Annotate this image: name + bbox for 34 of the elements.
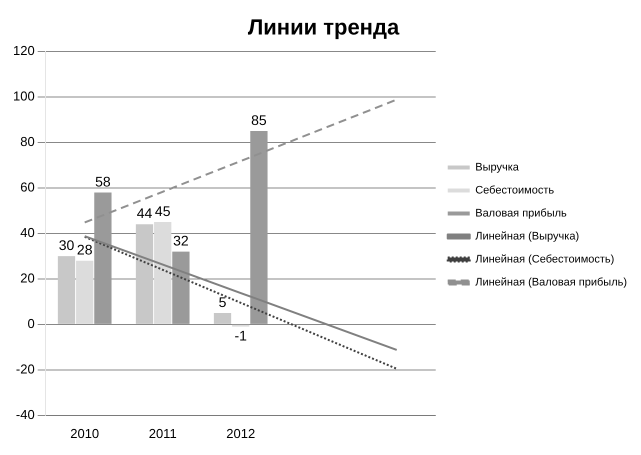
y-tick-label: 20 — [20, 270, 35, 286]
bar — [136, 224, 154, 324]
y-tick-label: 40 — [20, 224, 35, 240]
bar — [76, 260, 94, 324]
x-tick-label: 2011 — [148, 426, 177, 441]
y-tick-label: 100 — [12, 88, 35, 104]
legend-label: Линейная (Выручка) — [475, 230, 580, 243]
x-tick-label: 2012 — [226, 426, 256, 441]
legend-label: Выручка — [475, 162, 520, 174]
y-tick-label: 0 — [27, 316, 35, 331]
data-label: 44 — [136, 205, 152, 222]
x-tick-label: 2010 — [70, 426, 100, 441]
data-label: 32 — [173, 232, 189, 248]
y-tick-label: 60 — [20, 179, 35, 194]
legend-label: Линейная (Валовая прибыль) — [475, 276, 628, 289]
data-label: 28 — [76, 242, 93, 258]
legend-label: Себестоимость — [475, 184, 554, 197]
legend-label: Валовая прибыль — [475, 208, 568, 220]
y-tick-label: -40 — [16, 406, 35, 422]
bar — [214, 313, 232, 324]
chart-title: Линии тренда — [248, 14, 400, 40]
bar — [58, 256, 76, 324]
y-tick-label: 80 — [20, 134, 35, 149]
data-label: 45 — [154, 202, 171, 219]
data-label: 5 — [218, 294, 227, 310]
data-label: -1 — [234, 328, 248, 344]
bar — [154, 222, 172, 324]
y-tick-label: 120 — [12, 42, 35, 58]
data-label: 85 — [251, 112, 267, 128]
legend-label: Линейная (Себестоимость) — [475, 254, 614, 266]
y-tick-label: -20 — [16, 361, 35, 376]
bar — [172, 252, 190, 324]
data-label: 30 — [58, 237, 74, 254]
data-label: 58 — [95, 173, 111, 190]
